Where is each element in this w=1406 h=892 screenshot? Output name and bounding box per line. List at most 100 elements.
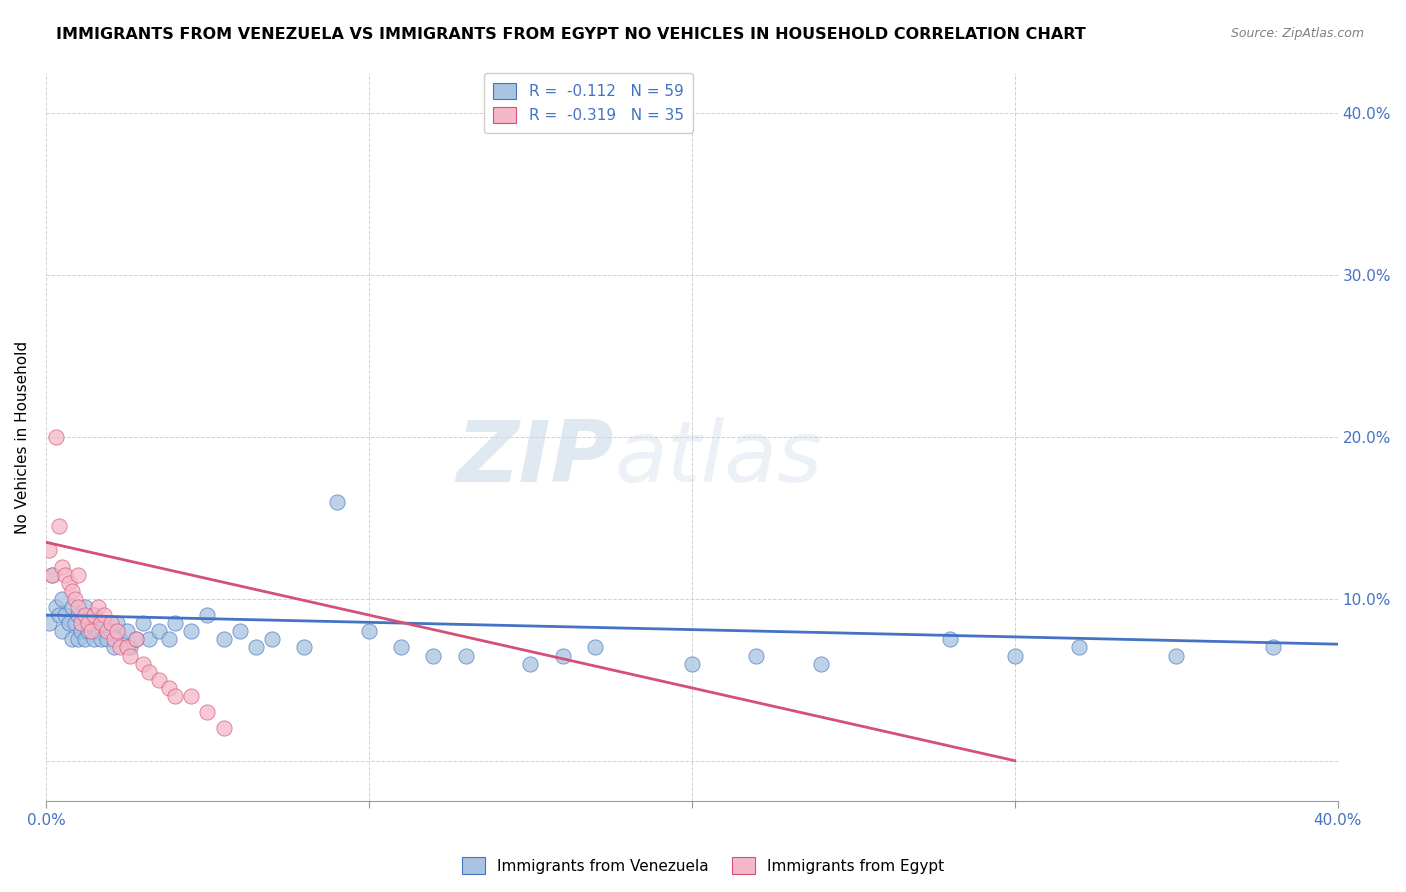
Point xyxy=(67,608,90,623)
Point xyxy=(105,624,128,639)
Point xyxy=(292,640,315,655)
Point xyxy=(86,624,108,639)
Point xyxy=(115,624,138,639)
Point xyxy=(325,495,347,509)
Point xyxy=(1004,648,1026,663)
Point xyxy=(58,575,80,590)
Point xyxy=(77,624,100,639)
Point xyxy=(63,616,86,631)
Text: IMMIGRANTS FROM VENEZUELA VS IMMIGRANTS FROM EGYPT NO VEHICLES IN HOUSEHOLD CORR: IMMIGRANTS FROM VENEZUELA VS IMMIGRANTS … xyxy=(56,27,1085,42)
Point xyxy=(148,673,170,687)
Point xyxy=(45,430,67,444)
Point xyxy=(86,599,108,614)
Point xyxy=(60,599,83,614)
Point xyxy=(90,616,112,631)
Point xyxy=(83,608,105,623)
Point xyxy=(1069,640,1091,655)
Point xyxy=(51,559,73,574)
Point xyxy=(745,648,768,663)
Point xyxy=(53,567,76,582)
Point xyxy=(228,624,250,639)
Point xyxy=(77,616,100,631)
Point xyxy=(48,608,70,623)
Point xyxy=(93,616,115,631)
Point xyxy=(70,624,93,639)
Point xyxy=(132,657,155,671)
Point xyxy=(100,616,122,631)
Point xyxy=(551,648,574,663)
Point xyxy=(80,624,103,639)
Point xyxy=(67,632,90,647)
Text: Source: ZipAtlas.com: Source: ZipAtlas.com xyxy=(1230,27,1364,40)
Point xyxy=(38,616,60,631)
Point xyxy=(67,567,90,582)
Point xyxy=(45,599,67,614)
Point xyxy=(165,616,187,631)
Point xyxy=(96,624,118,639)
Point xyxy=(103,632,125,647)
Text: atlas: atlas xyxy=(614,417,823,500)
Point xyxy=(38,543,60,558)
Point xyxy=(83,608,105,623)
Text: ZIP: ZIP xyxy=(457,417,614,500)
Point xyxy=(180,689,202,703)
Point xyxy=(681,657,703,671)
Point xyxy=(245,640,267,655)
Point xyxy=(41,567,63,582)
Point xyxy=(454,648,477,663)
Point xyxy=(212,722,235,736)
Point xyxy=(51,591,73,606)
Point xyxy=(138,665,160,679)
Legend: R =  -0.112   N = 59, R =  -0.319   N = 35: R = -0.112 N = 59, R = -0.319 N = 35 xyxy=(484,73,693,133)
Point xyxy=(105,616,128,631)
Point xyxy=(197,608,219,623)
Point xyxy=(132,616,155,631)
Point xyxy=(125,632,148,647)
Point xyxy=(148,624,170,639)
Point xyxy=(73,632,96,647)
Point xyxy=(80,616,103,631)
Point xyxy=(70,616,93,631)
Point xyxy=(1166,648,1188,663)
Point xyxy=(110,640,132,655)
Point xyxy=(157,632,180,647)
Point xyxy=(63,591,86,606)
Point xyxy=(389,640,412,655)
Point xyxy=(157,681,180,695)
Point xyxy=(103,640,125,655)
Point xyxy=(197,705,219,719)
Point xyxy=(118,640,141,655)
Point xyxy=(519,657,541,671)
Point xyxy=(125,632,148,647)
Point xyxy=(115,640,138,655)
Point xyxy=(939,632,962,647)
Y-axis label: No Vehicles in Household: No Vehicles in Household xyxy=(15,341,30,533)
Point xyxy=(100,624,122,639)
Point xyxy=(90,632,112,647)
Point xyxy=(165,689,187,703)
Point xyxy=(58,616,80,631)
Point xyxy=(357,624,380,639)
Point xyxy=(212,632,235,647)
Point xyxy=(73,608,96,623)
Point xyxy=(96,632,118,647)
Point xyxy=(180,624,202,639)
Point xyxy=(60,583,83,598)
Point xyxy=(810,657,832,671)
Point xyxy=(48,519,70,533)
Point xyxy=(67,599,90,614)
Point xyxy=(60,632,83,647)
Point xyxy=(53,608,76,623)
Point xyxy=(83,632,105,647)
Point xyxy=(1261,640,1284,655)
Point xyxy=(93,608,115,623)
Point xyxy=(118,648,141,663)
Legend: Immigrants from Venezuela, Immigrants from Egypt: Immigrants from Venezuela, Immigrants fr… xyxy=(456,851,950,880)
Point xyxy=(138,632,160,647)
Point xyxy=(260,632,283,647)
Point xyxy=(73,599,96,614)
Point xyxy=(110,632,132,647)
Point xyxy=(422,648,444,663)
Point xyxy=(583,640,606,655)
Point xyxy=(41,567,63,582)
